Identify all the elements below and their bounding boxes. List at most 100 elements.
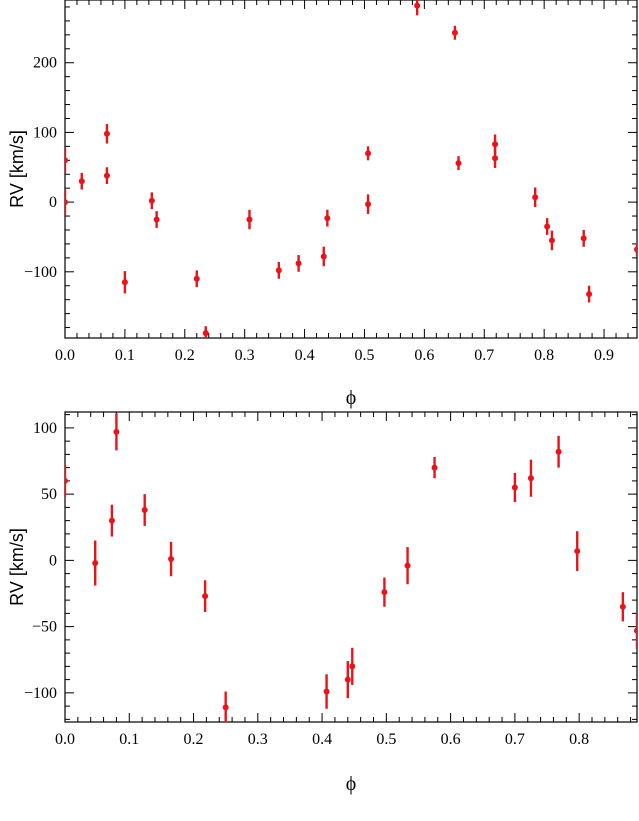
point-marker	[193, 275, 200, 282]
data-point	[414, 0, 421, 16]
point-marker	[295, 260, 302, 267]
x-tick-label: 0.2	[184, 731, 204, 748]
y-axis-title: RV [km/s]	[7, 528, 27, 606]
data-point	[527, 459, 534, 497]
y-tick-label: −50	[32, 619, 57, 636]
data-point	[103, 124, 110, 144]
point-marker	[92, 560, 99, 567]
point-marker	[619, 603, 626, 610]
data-point	[113, 413, 120, 451]
data-point	[320, 246, 327, 267]
point-marker	[349, 663, 356, 670]
data-point	[193, 270, 200, 288]
point-marker	[455, 160, 462, 167]
x-tick-label: 0.1	[119, 731, 139, 748]
y-tick-label: 200	[33, 55, 57, 72]
point-marker	[141, 507, 148, 514]
data-point	[108, 504, 115, 537]
x-tick-label: 0.8	[534, 347, 554, 364]
data-point	[634, 612, 637, 650]
x-tick-label: 0.8	[569, 731, 589, 748]
x-tick-label: 0.3	[235, 347, 255, 364]
y-tick-label: −100	[24, 685, 57, 702]
data-point	[586, 285, 593, 303]
bottom-rv-panel: 0.0 0.1 0.2 0.3 0.4 0.5 0.6 0.7 0.8 −100 −50 0 50 100…	[7, 411, 638, 795]
x-tick-label: 0.4	[312, 731, 332, 748]
data-point	[323, 674, 330, 709]
data-point	[619, 592, 626, 622]
point-marker	[65, 477, 68, 484]
point-marker	[404, 562, 411, 569]
x-tick-label: 0.6	[441, 731, 461, 748]
data-point	[78, 172, 85, 190]
y-tick-label: 0	[49, 552, 57, 569]
data-point	[381, 577, 388, 607]
data-point	[202, 326, 209, 338]
y-tick-label: 100	[33, 124, 57, 141]
x-tick-label: 0.6	[414, 347, 434, 364]
point-marker	[323, 688, 330, 695]
point-marker	[580, 235, 587, 242]
point-marker	[246, 216, 253, 223]
plot-frame	[64, 411, 638, 723]
data-point	[548, 230, 555, 251]
point-marker	[492, 155, 499, 162]
data-point	[431, 457, 438, 479]
point-marker	[153, 216, 160, 223]
point-marker	[414, 2, 421, 9]
data-point	[344, 661, 351, 699]
data-point	[153, 211, 160, 228]
data-point	[295, 255, 302, 272]
data-point	[580, 229, 587, 247]
x-tick-label: 0.7	[505, 731, 525, 748]
data-point	[455, 156, 462, 171]
point-marker	[574, 548, 581, 555]
point-marker	[431, 464, 438, 471]
data-point	[148, 192, 155, 210]
point-marker	[103, 172, 110, 179]
data-point	[65, 189, 68, 215]
x-tick-label: 0.3	[248, 731, 268, 748]
point-marker	[544, 223, 551, 230]
point-marker	[202, 330, 209, 337]
x-axis-title: ϕ	[346, 773, 357, 795]
point-marker	[527, 475, 534, 482]
x-tick-label: 0.4	[295, 347, 315, 364]
point-marker	[451, 29, 458, 36]
data-point	[275, 262, 282, 279]
data-point	[634, 242, 637, 257]
data-point	[532, 187, 539, 207]
data-point	[141, 494, 148, 526]
data-point	[574, 531, 581, 571]
data-point	[222, 691, 229, 722]
data-point	[65, 464, 68, 497]
data-point	[92, 540, 99, 586]
y-tick-label: −100	[24, 264, 57, 281]
data-point	[511, 472, 518, 503]
y-tick-label: 100	[33, 420, 57, 437]
y-axis-title: RV [km/s]	[7, 130, 27, 208]
x-tick-label: 0.1	[115, 347, 135, 364]
data-point	[349, 647, 356, 685]
data-points	[65, 413, 637, 722]
point-marker	[275, 267, 282, 274]
plot-frame	[64, 0, 638, 339]
data-point	[555, 435, 562, 468]
point-marker	[634, 627, 637, 634]
point-marker	[634, 246, 637, 253]
data-point	[103, 167, 110, 184]
point-marker	[492, 141, 499, 148]
x-tick-label: 0.5	[354, 347, 374, 364]
point-marker	[148, 197, 155, 204]
point-marker	[202, 593, 209, 600]
point-marker	[586, 291, 593, 298]
data-point	[404, 547, 411, 585]
point-marker	[548, 237, 555, 244]
x-tick-label: 0.5	[376, 731, 396, 748]
point-marker	[103, 130, 110, 137]
point-marker	[511, 484, 518, 491]
point-marker	[222, 704, 229, 711]
point-marker	[365, 150, 372, 157]
point-marker	[320, 253, 327, 260]
